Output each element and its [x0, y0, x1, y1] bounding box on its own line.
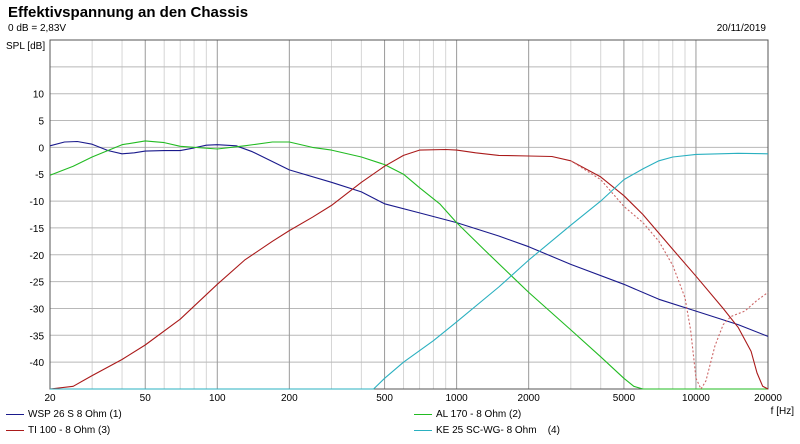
legend-item-4: KE 25 SC-WG- 8 Ohm (4) [414, 425, 560, 436]
legend-label: AL 170 - 8 Ohm (2) [436, 409, 522, 420]
y-tick-label: -10 [30, 197, 45, 208]
x-tick-label: 500 [376, 393, 393, 404]
series-line-4 [570, 160, 769, 390]
plot-frame [49, 39, 769, 390]
x-tick-label: 20000 [754, 393, 782, 404]
chart-date: 20/11/2019 [716, 23, 766, 34]
legend-label: KE 25 SC-WG- 8 Ohm (4) [436, 425, 560, 436]
series-line-1 [49, 140, 769, 337]
x-axis-label: f [Hz] [771, 406, 795, 417]
y-tick-label: -20 [30, 251, 45, 262]
series-line-5 [50, 152, 769, 390]
legend-item-1: WSP 26 S 8 Ohm (1) [6, 409, 122, 420]
legend-item-2: AL 170 - 8 Ohm (2) [414, 409, 521, 420]
plot-area [50, 40, 768, 389]
y-tick-label: -5 [35, 170, 44, 181]
chart-title: Effektivspannung an den Chassis [8, 4, 249, 21]
x-tick-label: 50 [140, 393, 152, 404]
x-tick-label: 200 [281, 393, 298, 404]
x-tick-label: 10000 [682, 393, 710, 404]
legend-swatch [6, 414, 24, 415]
y-tick-label: -35 [30, 331, 45, 342]
legend-swatch [414, 430, 432, 431]
y-axis-label: SPL [dB] [6, 41, 45, 52]
y-tick-label: -40 [30, 358, 45, 369]
y-tick-label: 5 [38, 117, 44, 128]
legend-label: TI 100 - 8 Ohm (3) [28, 425, 111, 436]
y-tick-label: -30 [30, 304, 45, 315]
series-line-3 [49, 148, 769, 390]
y-tick-label: -25 [30, 278, 45, 289]
legend-swatch [6, 430, 24, 431]
legend-item-3: TI 100 - 8 Ohm (3) [6, 425, 110, 436]
legend-swatch [414, 414, 432, 415]
series-line-2 [49, 140, 768, 390]
x-tick-label: 100 [209, 393, 226, 404]
y-tick-label: 10 [33, 90, 45, 101]
x-tick-label: 20 [44, 393, 56, 404]
x-tick-label: 5000 [613, 393, 636, 404]
legend-label: WSP 26 S 8 Ohm (1) [28, 409, 122, 420]
reference-level: 0 dB = 2,83V [8, 23, 67, 34]
x-tick-label: 2000 [518, 393, 541, 404]
x-tick-label: 1000 [445, 393, 468, 404]
y-tick-label: -15 [30, 224, 45, 235]
y-tick-label: 0 [38, 143, 44, 154]
